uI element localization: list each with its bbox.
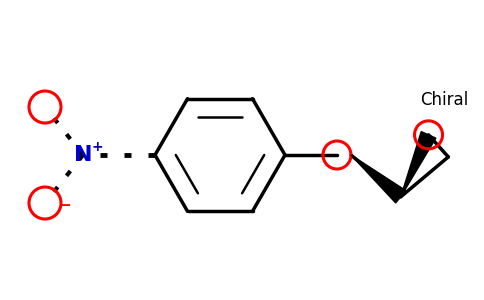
Polygon shape (401, 132, 436, 197)
Text: N: N (74, 145, 92, 165)
Text: −: − (59, 197, 71, 212)
Text: +: + (91, 140, 103, 154)
Polygon shape (351, 155, 406, 203)
Text: Chiral: Chiral (421, 91, 469, 109)
